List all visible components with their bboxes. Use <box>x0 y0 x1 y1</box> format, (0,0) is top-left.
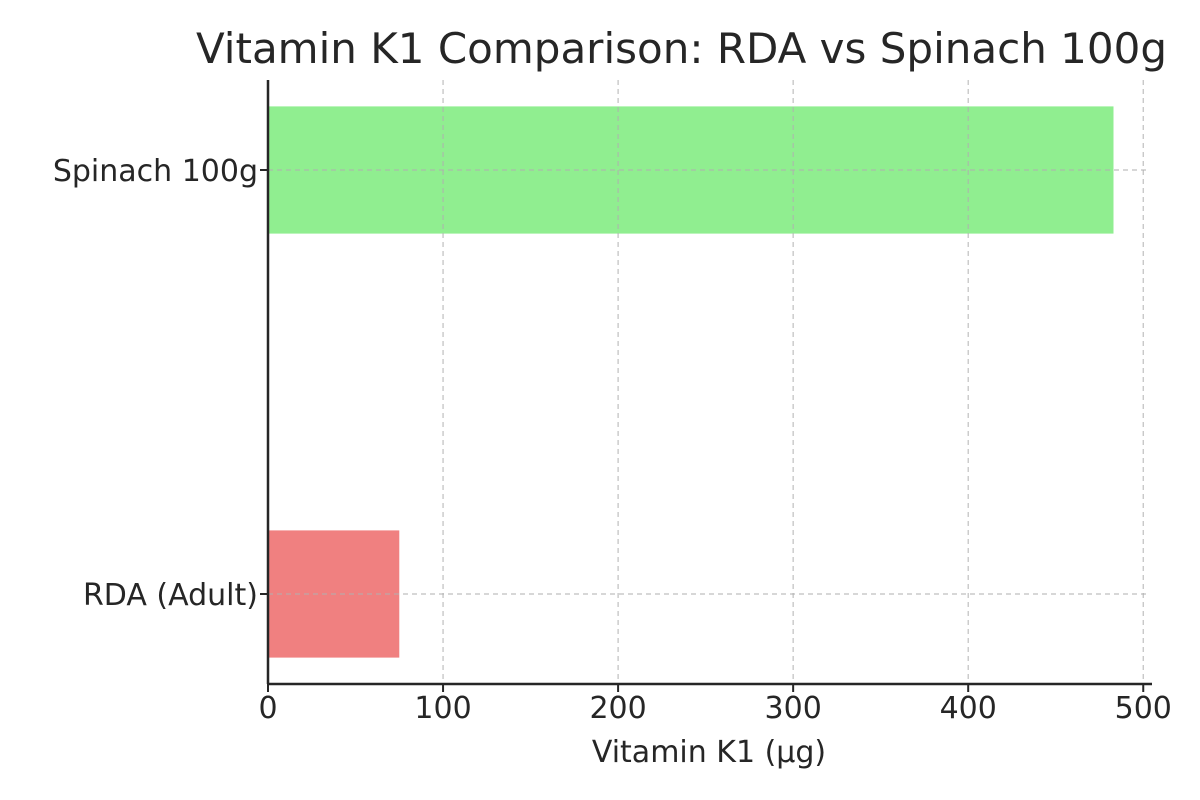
x-axis-label: Vitamin K1 (µg) <box>592 735 826 770</box>
bars <box>268 106 1114 658</box>
x-tick-label: 400 <box>940 691 997 726</box>
x-tick-label: 200 <box>589 691 646 726</box>
chart-title: Vitamin K1 Comparison: RDA vs Spinach 10… <box>196 24 1167 73</box>
x-tick-label: 0 <box>258 691 277 726</box>
y-tick-label: RDA (Adult) <box>83 578 258 613</box>
x-tick-label: 500 <box>1115 691 1172 726</box>
y-ticks: RDA (Adult) Spinach 100g <box>53 154 268 613</box>
axes <box>266 80 1152 686</box>
grid-lines <box>268 80 1148 684</box>
x-ticks: 0 100 200 300 400 500 <box>258 684 1172 726</box>
x-tick-label: 100 <box>414 691 471 726</box>
x-tick-label: 300 <box>765 691 822 726</box>
y-tick-label: Spinach 100g <box>53 154 258 189</box>
